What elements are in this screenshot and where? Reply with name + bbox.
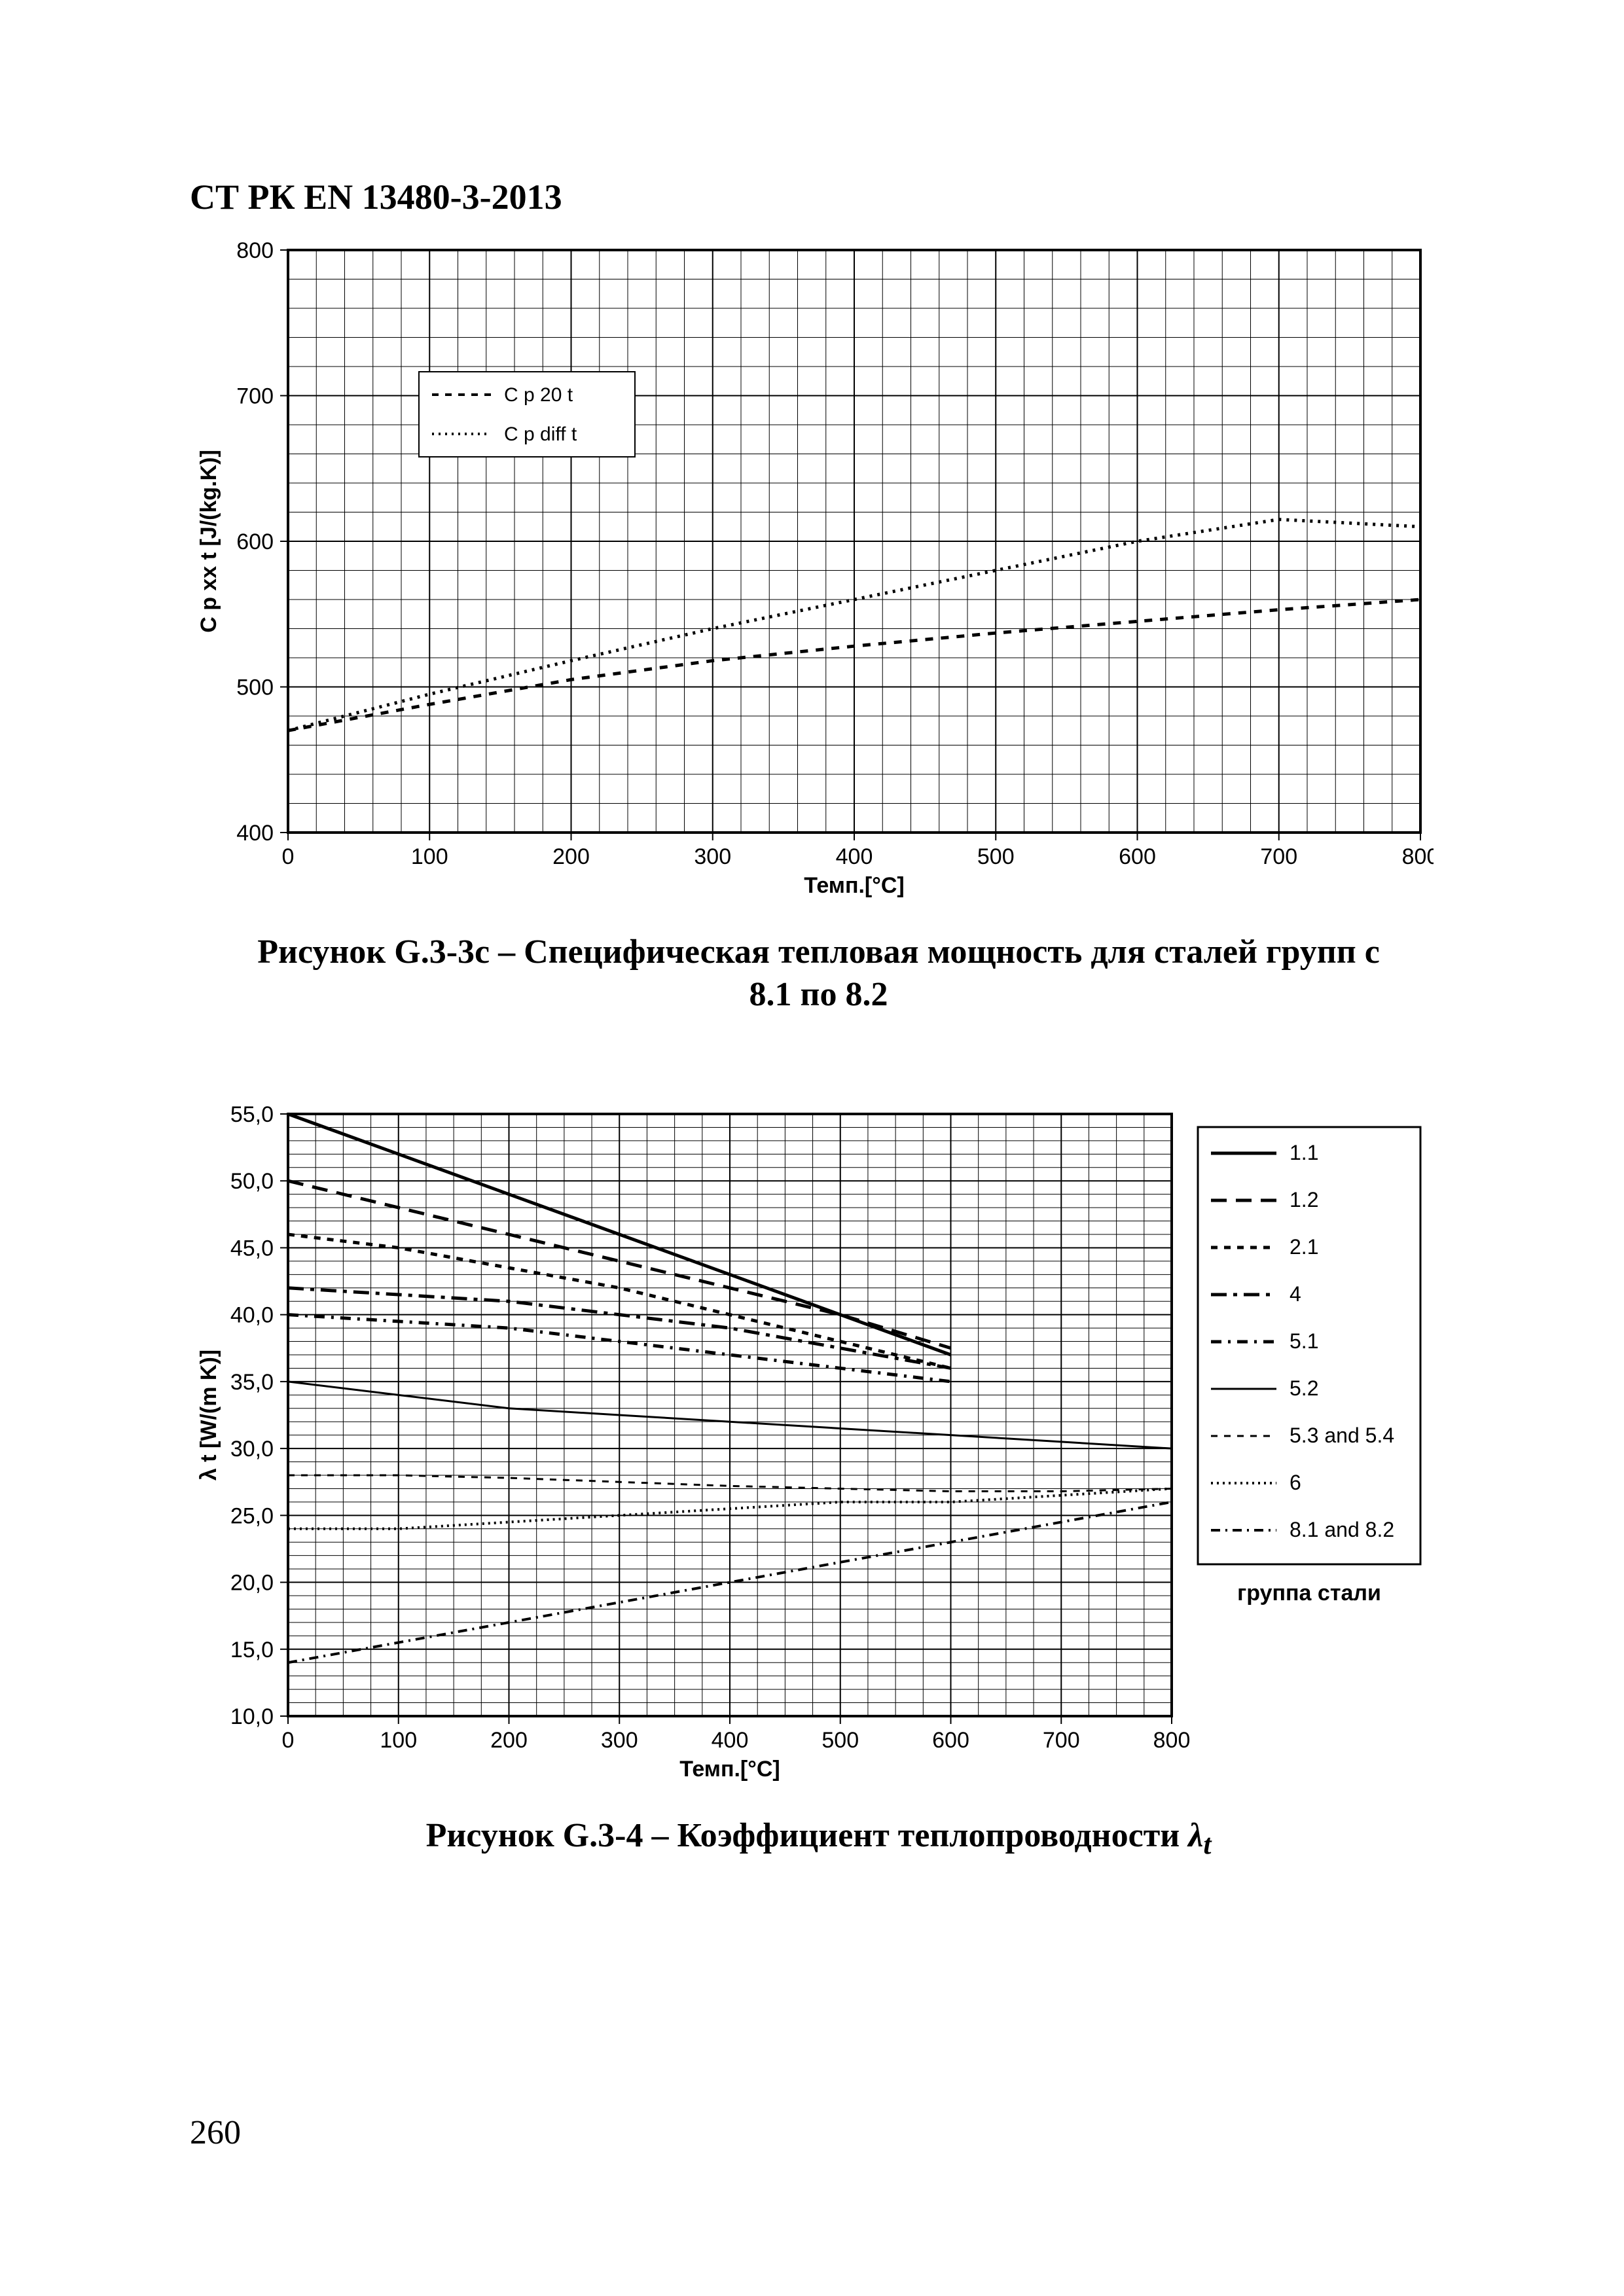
svg-text:5.2: 5.2 [1290,1376,1318,1400]
page: СТ РК EN 13480-3-2013 010020030040050060… [0,0,1624,2296]
svg-text:200: 200 [490,1728,528,1753]
svg-text:35,0: 35,0 [230,1370,274,1395]
svg-text:0: 0 [282,844,295,869]
caption-g34-a: Рисунок G.3-4 [426,1817,652,1854]
svg-text:400: 400 [236,821,274,846]
svg-text:800: 800 [236,238,274,263]
document-header: СТ РК EN 13480-3-2013 [190,177,1447,217]
svg-text:700: 700 [1043,1728,1080,1753]
svg-text:5.3 and 5.4: 5.3 and 5.4 [1290,1424,1394,1447]
svg-text:300: 300 [694,844,731,869]
svg-text:800: 800 [1153,1728,1191,1753]
svg-text:группа стали: группа стали [1237,1581,1381,1605]
page-number: 260 [190,2113,241,2152]
svg-text:40,0: 40,0 [230,1303,274,1328]
svg-text:600: 600 [1119,844,1156,869]
spacer [190,1042,1447,1101]
svg-text:λ t [W/(m K)]: λ t [W/(m K)] [196,1350,221,1480]
svg-text:500: 500 [821,1728,859,1753]
svg-text:4: 4 [1290,1282,1301,1306]
svg-text:800: 800 [1402,844,1434,869]
chart-g33c: 0 100 200 300 400 500 600 700 800 400 500 600 700 800… [190,237,1447,1016]
svg-text:C p diff t: C p diff t [504,423,577,445]
caption-g33c: Рисунок G.3-3с – Специфическая тепловая … [190,931,1447,1016]
svg-text:600: 600 [236,529,274,554]
svg-text:700: 700 [236,384,274,409]
svg-text:5.1: 5.1 [1290,1329,1318,1353]
svg-text:1.1: 1.1 [1290,1141,1318,1164]
caption-g34-sub: t [1203,1829,1211,1860]
svg-text:200: 200 [552,844,590,869]
svg-text:300: 300 [601,1728,638,1753]
svg-text:0: 0 [282,1728,295,1753]
svg-text:500: 500 [977,844,1015,869]
svg-text:C p xx t [J/(kg.K)]: C p xx t [J/(kg.K)] [196,450,221,633]
svg-text:10,0: 10,0 [230,1704,274,1729]
svg-text:20,0: 20,0 [230,1571,274,1596]
svg-text:30,0: 30,0 [230,1437,274,1462]
svg-text:100: 100 [411,844,448,869]
svg-text:45,0: 45,0 [230,1236,274,1261]
svg-text:700: 700 [1260,844,1297,869]
svg-text:25,0: 25,0 [230,1503,274,1528]
caption-g33c-line2: 8.1 по 8.2 [749,976,888,1013]
svg-text:Темп.[°C]: Темп.[°C] [679,1757,780,1782]
svg-text:500: 500 [236,675,274,700]
caption-g34-b: – Коэффициент теплопроводности [651,1817,1188,1854]
caption-g33c-line1: Рисунок G.3-3с – Специфическая тепловая … [257,933,1380,971]
svg-text:400: 400 [712,1728,749,1753]
chart-g33c-svg: 0 100 200 300 400 500 600 700 800 400 500 600 700 800… [190,237,1434,905]
svg-text:400: 400 [836,844,873,869]
svg-text:C p 20 t: C p 20 t [504,384,573,406]
svg-text:50,0: 50,0 [230,1169,274,1194]
svg-text:2.1: 2.1 [1290,1235,1318,1259]
svg-text:100: 100 [380,1728,417,1753]
caption-g34: Рисунок G.3-4 – Коэффициент теплопроводн… [190,1814,1447,1863]
svg-text:15,0: 15,0 [230,1638,274,1662]
svg-text:1.2: 1.2 [1290,1188,1318,1211]
chart-g34-svg: 0 100 200 300 400 500 600 700 800 10,0 15,0 20,0 25,… [190,1101,1434,1788]
svg-text:600: 600 [932,1728,969,1753]
svg-text:6: 6 [1290,1471,1301,1494]
chart-g34: 0 100 200 300 400 500 600 700 800 10,0 15,0 20,0 25,… [190,1101,1447,1863]
svg-text:8.1 and 8.2: 8.1 and 8.2 [1290,1518,1394,1541]
svg-text:55,0: 55,0 [230,1102,274,1127]
svg-text:Темп.[°C]: Темп.[°C] [804,873,904,898]
caption-g34-symbol: λ [1188,1817,1203,1854]
